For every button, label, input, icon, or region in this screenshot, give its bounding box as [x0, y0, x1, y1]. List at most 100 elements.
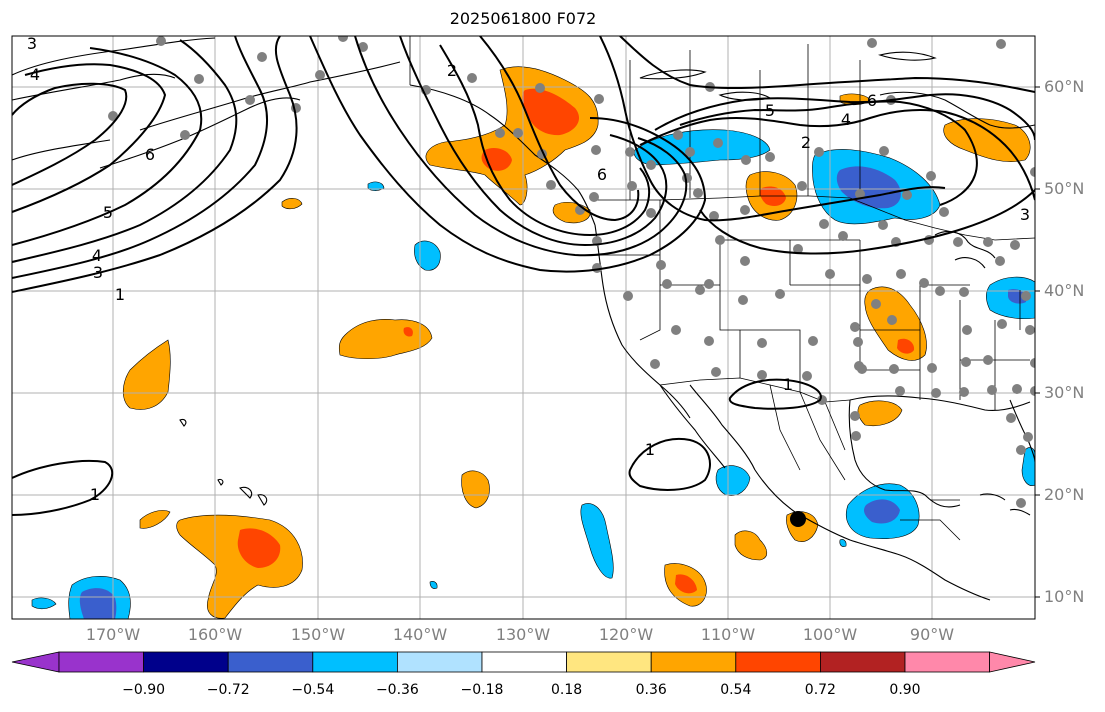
- station-dot: [817, 395, 827, 405]
- station-dot: [711, 367, 721, 377]
- colorbar-bin: [396, 651, 483, 673]
- hudson-coast: [879, 91, 1035, 129]
- contour-line: [12, 39, 238, 263]
- station-dot: [757, 338, 767, 348]
- great-lakes: [934, 230, 996, 269]
- contour-line: [12, 459, 114, 516]
- map-panel: 1 1 1 1 2 2 3 3 3 4 4 4 5 5 6 6 6: [12, 36, 1035, 619]
- positive-anomaly-pacific-2: [122, 339, 171, 410]
- lat-label-50n: 50°N: [1044, 179, 1085, 198]
- station-dot: [740, 205, 750, 215]
- station-dot: [987, 385, 997, 395]
- station-dot: [623, 291, 633, 301]
- station-dot: [662, 279, 672, 289]
- station-dot: [108, 111, 118, 121]
- station-dot: [646, 160, 656, 170]
- station-dot: [741, 155, 751, 165]
- station-dot: [1023, 432, 1033, 442]
- contour-label: 3: [93, 263, 103, 282]
- station-dot: [962, 325, 972, 335]
- lon-label-130w: 130°W: [495, 625, 551, 644]
- contour-line: [12, 63, 167, 213]
- contour-label: 5: [765, 101, 775, 120]
- contour-line: [679, 100, 978, 206]
- contour-line: [12, 36, 298, 293]
- station-dot: [862, 274, 872, 284]
- contour-line: [479, 36, 640, 222]
- station-dot: [855, 189, 865, 199]
- alaska-coast: [12, 37, 401, 161]
- lon-label-110w: 110°W: [700, 625, 756, 644]
- bc-coast: [409, 84, 596, 226]
- station-dot: [1010, 240, 1020, 250]
- station-dot: [896, 269, 906, 279]
- station-dot: [902, 190, 912, 200]
- contour-line: [12, 36, 268, 279]
- station-dot: [358, 42, 368, 52]
- contour-line: [628, 437, 711, 491]
- hawaii-islands: [179, 418, 268, 506]
- map-title: 2025061800 F072: [449, 9, 597, 28]
- station-dot: [194, 74, 204, 84]
- station-dot: [245, 95, 255, 105]
- station-dot: [819, 219, 829, 229]
- station-dot: [996, 39, 1006, 49]
- station-dot: [594, 94, 604, 104]
- negative-anomaly-small-4: [429, 581, 438, 589]
- station-dot: [919, 278, 929, 288]
- station-dot: [961, 357, 971, 367]
- station-dot: [589, 192, 599, 202]
- station-dot: [814, 147, 824, 157]
- mexico-pacific-coast: [754, 469, 991, 601]
- station-dot: [546, 180, 556, 190]
- lat-label-30n: 30°N: [1044, 383, 1085, 402]
- station-dot: [851, 431, 861, 441]
- station-dot: [850, 411, 860, 421]
- station-dot: [775, 289, 785, 299]
- station-dot: [704, 336, 714, 346]
- station-dot: [673, 130, 683, 140]
- station-dot: [535, 83, 545, 93]
- lon-label-170w: 170°W: [85, 625, 141, 644]
- station-dot: [1030, 358, 1035, 368]
- negative-anomaly-small-2: [31, 597, 57, 610]
- colorbar-bin: [143, 651, 229, 673]
- colorbar-tick-label: 0.18: [551, 682, 583, 698]
- station-dot: [997, 319, 1007, 329]
- contour-label: 1: [645, 440, 655, 459]
- station-dot: [878, 220, 888, 230]
- station-dot: [825, 269, 835, 279]
- colorbar-bin: [227, 651, 314, 673]
- negative-anomaly-east-coast: [1021, 447, 1035, 486]
- contour-label: 2: [801, 133, 811, 152]
- station-dot: [627, 181, 637, 191]
- colorbar-bin: [735, 651, 821, 673]
- negative-anomaly-pacific-strip: [580, 503, 614, 579]
- colorbar-extend-right: [989, 651, 1036, 673]
- station-dot: [495, 128, 505, 138]
- contour-line: [12, 82, 128, 186]
- station-dot: [765, 152, 775, 162]
- us-canada-border: [595, 195, 1035, 241]
- contour-label: 3: [1020, 205, 1030, 224]
- colorbar-bin: [566, 651, 652, 673]
- contour-line: [619, 36, 1035, 93]
- colorbar-tick-label: −0.90: [122, 682, 166, 698]
- station-dot: [1006, 413, 1016, 423]
- station-dot: [156, 36, 166, 46]
- contour-label: 6: [597, 165, 607, 184]
- station-dot: [1030, 167, 1035, 177]
- baja-coast: [659, 384, 756, 471]
- contour-line: [12, 47, 203, 246]
- station-dot: [802, 371, 812, 381]
- colorbar-tick-label: −0.72: [206, 682, 250, 698]
- station-dot: [1030, 386, 1035, 396]
- station-dot: [983, 237, 993, 247]
- station-dot: [1012, 384, 1022, 394]
- positive-anomaly-core-hawaii: [237, 528, 281, 568]
- station-dot: [939, 207, 949, 217]
- station-dot: [857, 364, 867, 374]
- axis-ticks: [1035, 86, 1040, 598]
- station-dot: [467, 73, 477, 83]
